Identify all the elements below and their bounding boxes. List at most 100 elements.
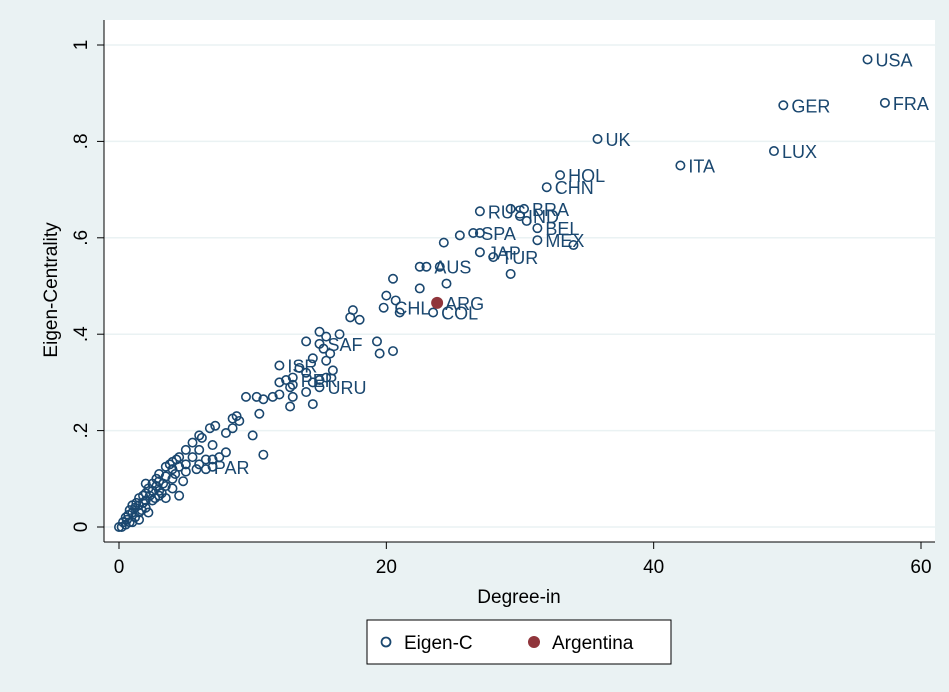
data-point — [210, 420, 221, 431]
data-point — [381, 290, 392, 301]
data-point — [354, 314, 365, 325]
data-point — [421, 261, 432, 272]
data-point — [307, 399, 318, 410]
point-label: URU — [328, 378, 367, 398]
data-point — [154, 485, 165, 496]
data-point — [258, 394, 269, 405]
data-point — [231, 411, 242, 422]
data-point — [134, 514, 145, 525]
data-point — [314, 326, 325, 337]
point-label: UK — [606, 130, 631, 150]
point-label: RUS — [488, 202, 526, 222]
data-point — [301, 387, 312, 398]
data-point — [194, 430, 205, 441]
data-point — [200, 454, 211, 465]
data-point — [592, 133, 603, 144]
data-point — [388, 346, 399, 357]
plot-area — [104, 20, 935, 542]
data-point — [171, 454, 182, 465]
data-point — [167, 483, 178, 494]
point-label: CHL — [394, 299, 430, 319]
point-label: SPA — [481, 224, 516, 244]
data-point — [274, 360, 285, 371]
data-point — [514, 211, 525, 222]
y-tick-label: .6 — [71, 230, 92, 246]
data-point — [204, 423, 215, 434]
data-point — [122, 514, 133, 525]
data-point — [140, 478, 151, 489]
point-label: USA — [876, 50, 913, 70]
data-point — [254, 408, 265, 419]
data-point — [468, 227, 479, 238]
x-tick-label: 0 — [114, 557, 125, 578]
point-label: HOL — [568, 166, 605, 186]
data-point — [474, 247, 485, 258]
data-point — [220, 428, 231, 439]
data-point — [158, 478, 169, 489]
data-point — [374, 348, 385, 359]
x-tick-label: 20 — [376, 557, 397, 578]
data-point — [378, 302, 389, 313]
data-point — [274, 377, 285, 388]
data-point — [414, 261, 425, 272]
point-label: LUX — [782, 142, 817, 162]
point-label: GER — [791, 96, 830, 116]
grid-lines — [104, 44, 935, 528]
data-point — [178, 476, 189, 487]
data-point — [314, 374, 325, 385]
data-point — [267, 391, 278, 402]
point-label: BEL — [545, 219, 579, 239]
data-point — [301, 336, 312, 347]
data-point — [194, 444, 205, 455]
y-ticks: 0 .2 .4 .6 .8 1 — [71, 40, 104, 533]
data-point — [390, 295, 401, 306]
data-point — [555, 170, 566, 181]
data-point — [207, 440, 218, 451]
data-point — [191, 464, 202, 475]
data-point — [127, 500, 138, 511]
data-point — [164, 459, 175, 470]
data-point — [287, 372, 298, 383]
y-tick-label: .8 — [71, 133, 92, 149]
data-point — [345, 312, 356, 323]
legend-box — [366, 619, 672, 665]
data-point — [441, 278, 452, 289]
data-point — [150, 493, 161, 504]
x-ticks: 0 20 40 60 — [114, 542, 932, 578]
data-point — [307, 353, 318, 364]
legend: Eigen-C Argentina — [366, 619, 672, 665]
data-point — [474, 227, 485, 238]
data-point — [251, 391, 262, 402]
data-point — [388, 273, 399, 284]
y-tick-label: 0 — [71, 522, 92, 533]
data-point — [194, 459, 205, 470]
point-label: COL — [441, 304, 478, 324]
data-point — [147, 495, 158, 506]
data-point — [200, 464, 211, 475]
data-point — [247, 430, 258, 441]
point-label: AUS — [434, 258, 471, 278]
data-point — [167, 464, 178, 475]
data-point — [862, 54, 873, 65]
highlight-point — [431, 296, 444, 309]
data-point — [778, 100, 789, 111]
data-points — [114, 54, 890, 532]
point-label: TUR — [501, 248, 538, 268]
data-point — [258, 449, 269, 460]
data-point — [140, 495, 151, 506]
data-point — [167, 473, 178, 484]
data-point — [143, 507, 154, 518]
point-label: MEX — [545, 231, 584, 251]
data-point — [521, 215, 532, 226]
data-point — [294, 362, 305, 373]
data-point — [434, 261, 445, 272]
data-point — [285, 382, 296, 393]
data-point — [287, 391, 298, 402]
data-point — [127, 517, 138, 528]
data-point — [428, 307, 439, 318]
data-point — [196, 432, 207, 443]
data-point — [285, 401, 296, 412]
point-label: FRA — [893, 94, 929, 114]
data-point — [474, 206, 485, 217]
